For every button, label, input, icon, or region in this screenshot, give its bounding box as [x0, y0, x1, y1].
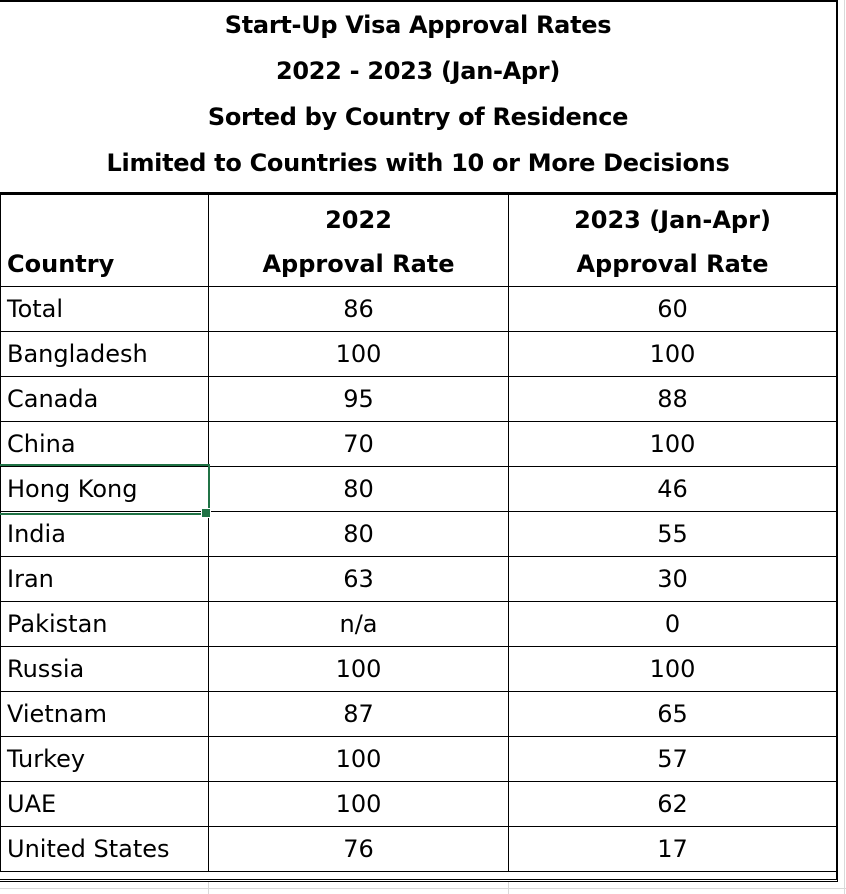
rate-2023-cell[interactable]: 100: [508, 646, 837, 692]
rate-2023-cell[interactable]: 55: [508, 511, 837, 557]
country-cell[interactable]: Vietnam: [0, 691, 209, 737]
country-cell[interactable]: Russia: [0, 646, 209, 692]
header-2022-label: Approval Rate: [262, 250, 455, 278]
table-row: Hong Kong 80 46: [0, 466, 837, 512]
rate-2022-cell[interactable]: 87: [208, 691, 509, 737]
rate-2022-cell[interactable]: 80: [208, 511, 509, 557]
rate-2022-cell[interactable]: 100: [208, 736, 509, 782]
fill-handle[interactable]: [201, 508, 211, 518]
header-country[interactable]: Country: [0, 194, 209, 287]
header-2022-year: 2022: [325, 206, 392, 234]
approval-rates-table: Start-Up Visa Approval Rates 2022 - 2023…: [0, 0, 838, 882]
header-2023[interactable]: 2023 (Jan-Apr) Approval Rate: [508, 194, 837, 287]
rate-2023-cell[interactable]: 0: [508, 601, 837, 647]
rate-2022-cell[interactable]: 95: [208, 376, 509, 422]
rate-2023-cell[interactable]: 57: [508, 736, 837, 782]
country-cell[interactable]: China: [0, 421, 209, 467]
header-2023-label: Approval Rate: [576, 250, 769, 278]
table-row: Vietnam 87 65: [0, 691, 837, 737]
country-cell[interactable]: Hong Kong: [0, 466, 209, 512]
subtitle-limit: Limited to Countries with 10 or More Dec…: [106, 149, 730, 177]
table-row: Bangladesh 100 100: [0, 331, 837, 377]
rate-2022-cell[interactable]: 100: [208, 646, 509, 692]
title-line: Start-Up Visa Approval Rates: [224, 11, 612, 39]
rate-2022-cell[interactable]: 76: [208, 826, 509, 872]
country-cell[interactable]: Pakistan: [0, 601, 209, 647]
rate-2023-cell[interactable]: 46: [508, 466, 837, 512]
table-row: Pakistan n/a 0: [0, 601, 837, 647]
rate-2023-cell[interactable]: 17: [508, 826, 837, 872]
country-cell[interactable]: India: [0, 511, 209, 557]
rate-2023-cell[interactable]: 88: [508, 376, 837, 422]
rate-2023-cell[interactable]: 30: [508, 556, 837, 602]
gridline: [0, 888, 846, 889]
rate-2022-cell[interactable]: n/a: [208, 601, 509, 647]
subtitle-sort: Sorted by Country of Residence: [207, 103, 629, 131]
header-2023-year: 2023 (Jan-Apr): [574, 206, 771, 234]
rate-2022-cell[interactable]: 86: [208, 286, 509, 332]
rate-2023-cell[interactable]: 62: [508, 781, 837, 827]
country-cell[interactable]: United States: [0, 826, 209, 872]
rate-2023-cell[interactable]: 65: [508, 691, 837, 737]
country-cell[interactable]: Total: [0, 286, 209, 332]
rate-2023-cell[interactable]: 60: [508, 286, 837, 332]
table-row: Iran 63 30: [0, 556, 837, 602]
header-row: Country 2022 Approval Rate 2023 (Jan-Apr…: [0, 194, 837, 287]
gridline: [844, 0, 845, 894]
country-cell[interactable]: Canada: [0, 376, 209, 422]
table-row: Russia 100 100: [0, 646, 837, 692]
header-2022[interactable]: 2022 Approval Rate: [208, 194, 509, 287]
rate-2022-cell[interactable]: 80: [208, 466, 509, 512]
rate-2023-cell[interactable]: 100: [508, 331, 837, 377]
table-row: UAE 100 62: [0, 781, 837, 827]
table-row: Total 86 60: [0, 286, 837, 332]
table-row: India 80 55: [0, 511, 837, 557]
rate-2022-cell[interactable]: 100: [208, 781, 509, 827]
country-cell[interactable]: UAE: [0, 781, 209, 827]
country-cell[interactable]: Bangladesh: [0, 331, 209, 377]
rate-2022-cell[interactable]: 63: [208, 556, 509, 602]
data-table: Country 2022 Approval Rate 2023 (Jan-Apr…: [0, 194, 837, 872]
table-row: Canada 95 88: [0, 376, 837, 422]
rate-2023-cell[interactable]: 100: [508, 421, 837, 467]
table-row: Turkey 100 57: [0, 736, 837, 782]
rate-2022-cell[interactable]: 70: [208, 421, 509, 467]
table-title-block[interactable]: Start-Up Visa Approval Rates 2022 - 2023…: [0, 2, 836, 194]
table-row: United States 76 17: [0, 826, 837, 872]
rate-2022-cell[interactable]: 100: [208, 331, 509, 377]
subtitle-years: 2022 - 2023 (Jan-Apr): [275, 57, 561, 85]
header-country-label: Country: [7, 250, 115, 278]
country-cell[interactable]: Iran: [0, 556, 209, 602]
country-cell[interactable]: Turkey: [0, 736, 209, 782]
table-row: China 70 100: [0, 421, 837, 467]
